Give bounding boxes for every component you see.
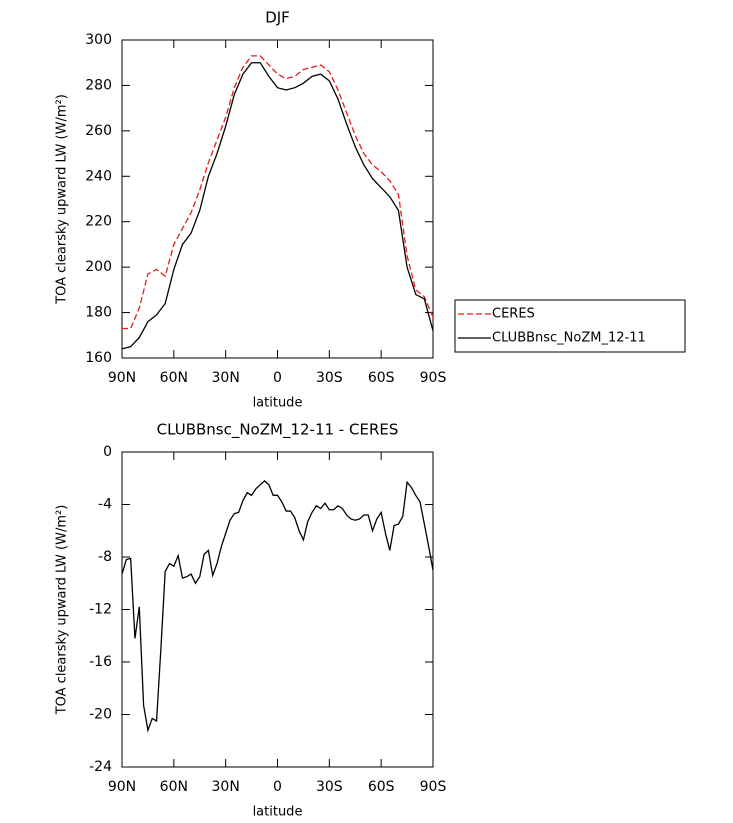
y-tick-label: 0 xyxy=(103,444,112,460)
y-tick-label: -12 xyxy=(89,602,112,618)
x-tick-label: 30S xyxy=(316,779,343,795)
y-tick-label: -8 xyxy=(98,549,112,565)
y-tick-label: -16 xyxy=(89,654,112,670)
x-tick-label: 90S xyxy=(420,370,447,386)
x-tick-label: 30S xyxy=(316,370,343,386)
y-axis-label: TOA clearsky upward LW (W/m²) xyxy=(55,505,70,716)
y-tick-label: 280 xyxy=(85,77,112,93)
x-tick-label: 30N xyxy=(212,779,240,795)
y-tick-label: 300 xyxy=(85,32,112,48)
y-tick-label: 160 xyxy=(85,350,112,366)
y-tick-label: -20 xyxy=(89,707,112,723)
x-tick-label: 60N xyxy=(160,370,188,386)
chart-title: CLUBBnsc_NoZM_12-11 - CERES xyxy=(157,421,399,440)
y-tick-label: 200 xyxy=(85,259,112,275)
x-tick-label: 90N xyxy=(108,779,136,795)
y-tick-label: -24 xyxy=(89,759,112,775)
y-tick-label: 260 xyxy=(85,123,112,139)
x-tick-label: 60S xyxy=(368,370,395,386)
plot-frame xyxy=(121,451,434,768)
y-tick-label: 180 xyxy=(85,305,112,321)
x-tick-label: 30N xyxy=(212,370,240,386)
legend-label: CERES xyxy=(492,307,535,322)
data-line xyxy=(121,479,434,733)
y-axis-label: TOA clearsky upward LW (W/m²) xyxy=(55,94,70,305)
x-axis-label: latitude xyxy=(253,396,303,411)
x-tick-label: 60S xyxy=(368,779,395,795)
y-tick-label: 220 xyxy=(85,214,112,230)
x-tick-label: 60N xyxy=(160,779,188,795)
x-tick-label: 0 xyxy=(273,779,282,795)
x-tick-label: 90S xyxy=(420,779,447,795)
y-tick-label: 240 xyxy=(85,168,112,184)
x-tick-label: 0 xyxy=(273,370,282,386)
legend-label: CLUBBnsc_NoZM_12-11 xyxy=(492,331,646,346)
chart-title: DJF xyxy=(265,9,290,27)
x-axis-label: latitude xyxy=(253,805,303,820)
legend-box xyxy=(454,299,686,353)
series-line xyxy=(121,62,434,350)
series-line xyxy=(122,55,434,330)
y-tick-label: -4 xyxy=(98,497,112,513)
x-tick-label: 90N xyxy=(108,370,136,386)
